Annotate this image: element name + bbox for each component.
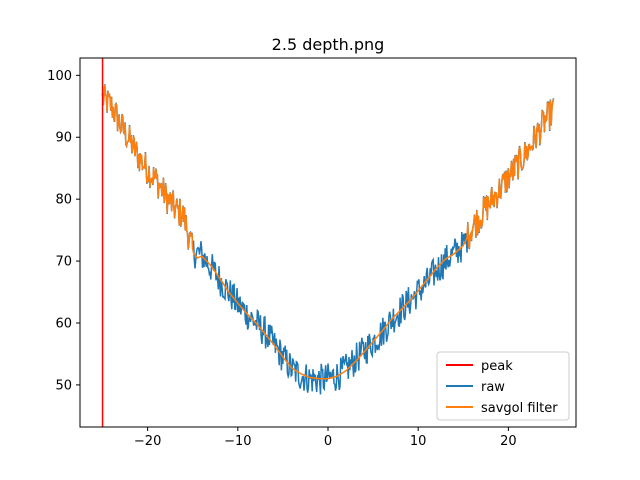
x-tick-label: −20 [134, 434, 161, 449]
y-tick-label: 60 [55, 316, 72, 331]
chart-title: 2.5 depth.png [272, 35, 385, 54]
y-tick-label: 100 [47, 69, 72, 84]
legend: peak raw savgol filter [436, 351, 570, 421]
legend-label: peak [481, 359, 513, 374]
legend-label: raw [481, 380, 505, 395]
x-axis: −20 −10 0 10 20 [134, 427, 517, 449]
x-tick-label: 10 [410, 434, 427, 449]
y-tick-label: 50 [55, 378, 72, 393]
y-axis: 50 60 70 80 90 100 [47, 69, 80, 393]
legend-box [436, 351, 570, 421]
x-tick-label: 20 [500, 434, 517, 449]
plot-area [79, 57, 577, 428]
x-tick-label: 0 [324, 434, 332, 449]
y-tick-label: 90 [55, 131, 72, 146]
legend-label: savgol filter [481, 401, 558, 416]
y-tick-label: 80 [55, 193, 72, 208]
x-tick-label: −10 [224, 434, 251, 449]
y-tick-label: 70 [55, 255, 72, 270]
series-layer [101, 58, 555, 427]
series-savgol-filter-line [101, 85, 555, 380]
